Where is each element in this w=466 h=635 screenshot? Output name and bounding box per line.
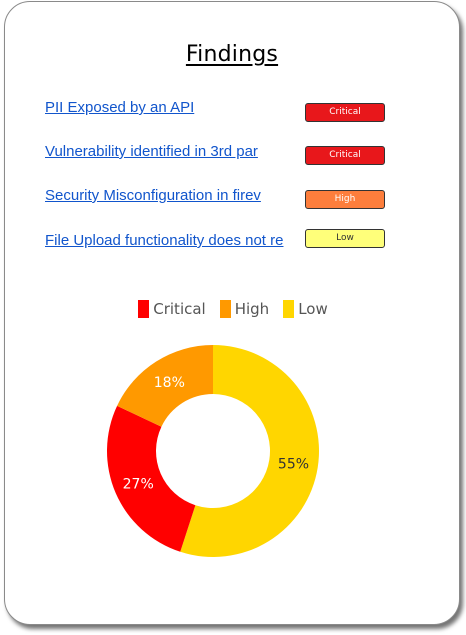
legend-label-high: High (234, 300, 270, 318)
finding-link-1[interactable]: PII Exposed by an API (45, 99, 195, 116)
legend-swatch-low (283, 300, 295, 318)
legend-label-low: Low (298, 300, 328, 318)
legend-item-low[interactable]: Low (283, 300, 328, 318)
severity-badge-4: Low (305, 229, 385, 248)
page-title: Findings (185, 42, 279, 67)
slice-label-critical: 27% (123, 476, 154, 492)
legend-label-critical: Critical (153, 300, 206, 318)
donut-slice-low[interactable] (180, 345, 319, 557)
severity-badge-3: High (305, 190, 385, 209)
legend-swatch-high (219, 300, 231, 318)
finding-link-2[interactable]: Vulnerability identified in 3rd par (45, 143, 258, 160)
severity-donut-chart: 55% 27% 18% (107, 345, 319, 557)
finding-link-3[interactable]: Security Misconfiguration in firev (45, 187, 261, 204)
legend-swatch-critical (138, 300, 150, 318)
severity-badge-1: Critical (305, 103, 385, 122)
slice-label-high: 18% (154, 375, 185, 391)
slice-label-low: 55% (278, 457, 309, 473)
legend-item-critical[interactable]: Critical (138, 300, 206, 318)
legend-item-high[interactable]: High (219, 300, 270, 318)
donut-slice-critical[interactable] (107, 405, 196, 552)
chart-legend: Critical High Low (0, 300, 466, 318)
severity-badge-2: Critical (305, 146, 385, 165)
finding-link-4[interactable]: File Upload functionality does not re (45, 232, 284, 249)
donut-slice-high[interactable] (117, 345, 213, 427)
